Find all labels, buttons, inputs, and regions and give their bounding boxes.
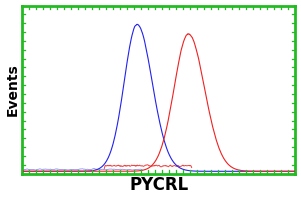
X-axis label: PYCRL: PYCRL bbox=[129, 176, 188, 194]
Y-axis label: Events: Events bbox=[5, 63, 20, 116]
